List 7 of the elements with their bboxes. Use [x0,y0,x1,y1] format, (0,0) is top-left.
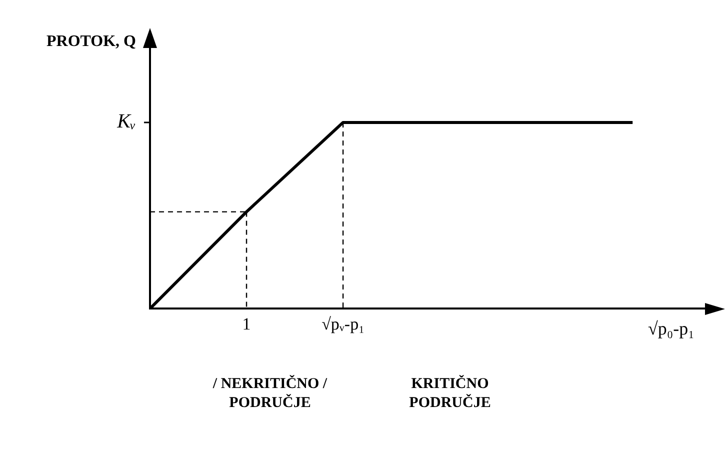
text: / NEKRITIČNO / PODRUČJE [212,374,328,411]
text: Kᵥ [116,110,136,133]
x-tick-label: √pᵥ-p₁ [322,314,365,334]
text: KRITIČNO PODRUČJE [409,374,491,411]
y-axis-title: PROTOK, Q [46,33,136,50]
x-tick-label: 1 [242,314,251,334]
x-axis-title: √p₀-p₁ [648,318,694,338]
